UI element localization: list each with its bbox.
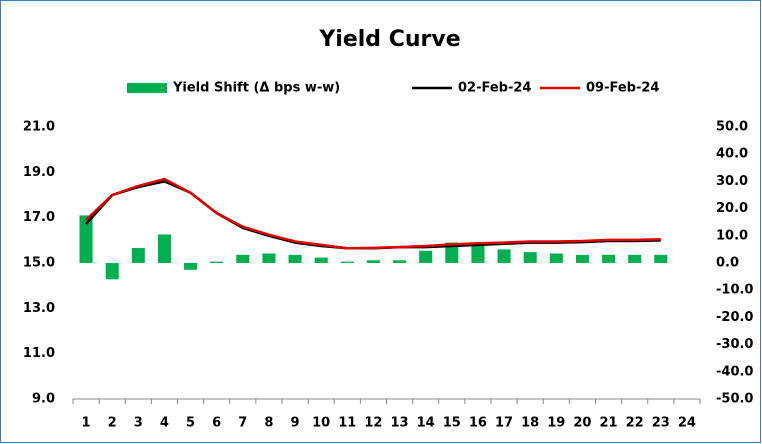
x-tick-label: 3 [134,416,143,431]
bar [549,253,563,263]
x-tick-label: 12 [364,416,382,431]
bar [210,261,224,263]
x-tick-label: 18 [521,416,539,431]
y-tick-label: 17.0 [23,210,55,225]
x-tick-label: 5 [186,416,195,431]
bar [628,254,642,263]
x-tick-label: 21 [600,416,618,431]
chart-title: Yield Curve [318,27,460,52]
x-tick-label: 9 [291,416,300,431]
bar [497,249,511,263]
bar [419,250,433,263]
y2-tick-label: -50.0 [716,392,753,407]
y2-tick-label: -10.0 [716,283,753,298]
x-tick-label: 1 [82,416,91,431]
x-tick-label: 6 [212,416,221,431]
bar [79,215,93,263]
y-tick-label: 21.0 [23,120,55,135]
legend-swatch [127,83,167,93]
y2-tick-label: 10.0 [716,228,748,243]
y2-tick-label: 40.0 [716,147,748,162]
bar [654,254,668,263]
x-tick-label: 23 [652,416,670,431]
x-tick-label: 8 [264,416,273,431]
x-tick-label: 19 [547,416,565,431]
bar [236,254,250,263]
x-tick-label: 17 [495,416,513,431]
y2-tick-label: 50.0 [716,120,748,135]
x-tick-label: 2 [108,416,117,431]
x-tick-label: 4 [160,416,169,431]
bar [262,253,276,263]
y2-tick-label: 30.0 [716,174,748,189]
y2-tick-label: 20.0 [716,201,748,216]
legend-label: Yield Shift (Δ bps w-w) [172,81,340,96]
x-tick-label: 10 [312,416,330,431]
x-tick-label: 20 [573,416,591,431]
bar [445,242,459,263]
bar [288,254,302,263]
bar [366,260,380,263]
x-tick-label: 7 [238,416,247,431]
x-tick-label: 11 [338,416,356,431]
bar [575,254,589,263]
bar [471,243,485,263]
line [85,177,661,250]
y2-tick-label: -20.0 [716,310,753,325]
y-tick-label: 19.0 [23,165,55,180]
bar [602,254,616,263]
bar [523,252,537,263]
x-tick-label: 15 [443,416,461,431]
y2-tick-label: 0.0 [716,256,739,271]
legend-label: 09-Feb-24 [586,81,659,96]
x-tick-label: 16 [469,416,487,431]
bar [105,263,119,280]
x-tick-label: 24 [678,416,696,431]
y-tick-label: 11.0 [23,346,55,361]
bar [393,260,407,263]
bar [340,261,354,263]
x-tick-label: 14 [417,416,435,431]
x-tick-label: 22 [626,416,644,431]
y-tick-label: 9.0 [32,392,55,407]
y2-tick-label: -40.0 [716,364,753,379]
y-tick-label: 15.0 [23,256,55,271]
bar [157,234,171,263]
legend-label: 02-Feb-24 [458,81,531,96]
bar [314,257,328,263]
bar [131,248,145,263]
x-tick-label: 13 [391,416,409,431]
y2-tick-label: -30.0 [716,337,753,352]
bar [184,263,198,270]
y-tick-label: 13.0 [23,301,55,316]
